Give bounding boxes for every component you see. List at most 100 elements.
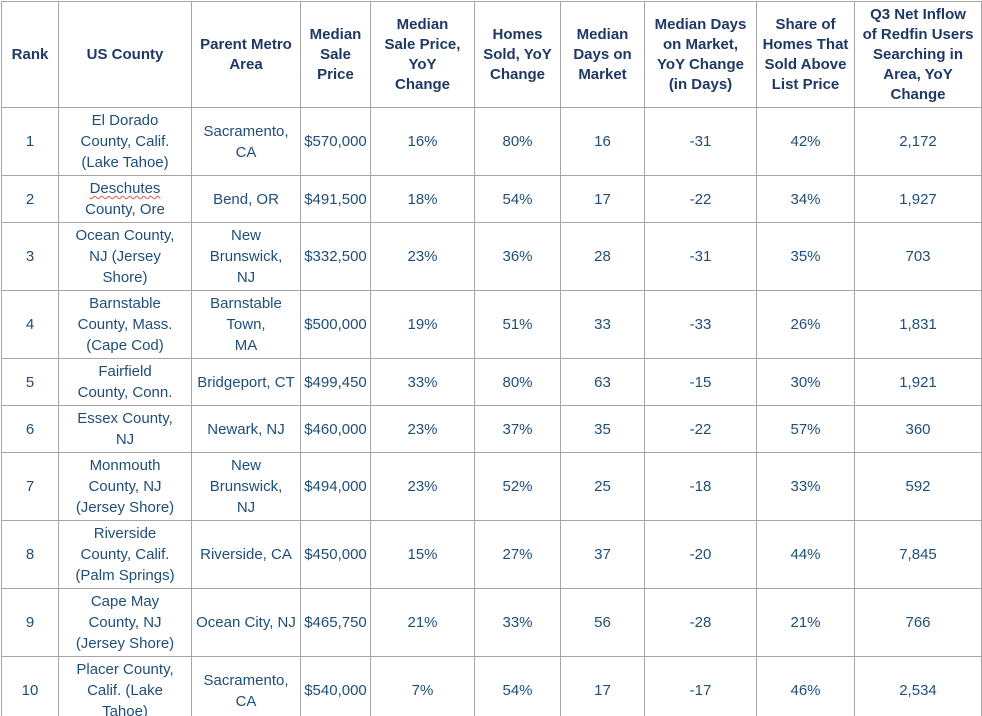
table-row: 2 Deschutes County, Ore Bend, OR $491,500 18… <box>1 175 982 223</box>
cell-price-yoy: 7% <box>370 656 475 716</box>
table-body: 1 El Dorado County, Calif. (Lake Tahoe) Sa… <box>1 107 982 716</box>
column-header-sale-price-yoy: Median Sale Price, YoY Change <box>370 1 475 108</box>
cell-metro: Ocean City, NJ <box>191 588 301 657</box>
cell-rank: 4 <box>1 290 59 359</box>
cell-rank: 1 <box>1 107 59 176</box>
column-header-parent-metro-area: Parent Metro Area <box>191 1 301 108</box>
cell-net-inflow: 766 <box>854 588 982 657</box>
cell-sold-above-list: 21% <box>756 588 855 657</box>
table-row: 4 Barnstable County, Mass. (Cape Cod) Barn… <box>1 290 982 359</box>
cell-rank: 2 <box>1 175 59 223</box>
cell-price-yoy: 33% <box>370 358 475 406</box>
column-header-q3-net-inflow: Q3 Net Inflow of Redfin Users Searching … <box>854 1 982 108</box>
cell-rank: 3 <box>1 222 59 291</box>
column-header-median-days-market: Median Days on Market <box>560 1 645 108</box>
table-row: 9 Cape May County, NJ (Jersey Shore) Ocean… <box>1 588 982 657</box>
cell-homes-sold-yoy: 54% <box>474 175 561 223</box>
cell-sold-above-list: 42% <box>756 107 855 176</box>
cell-days-on-market: 28 <box>560 222 645 291</box>
cell-homes-sold-yoy: 80% <box>474 107 561 176</box>
table-row: 6 Essex County, NJ Newark, NJ $460,000 23% 37… <box>1 405 982 453</box>
cell-net-inflow: 1,927 <box>854 175 982 223</box>
cell-days-on-market: 17 <box>560 175 645 223</box>
cell-metro: Sacramento, CA <box>191 656 301 716</box>
cell-metro: New Brunswick, NJ <box>191 222 301 291</box>
cell-county: Ocean County, NJ (Jersey Shore) <box>58 222 192 291</box>
cell-metro: Newark, NJ <box>191 405 301 453</box>
cell-days-on-market: 16 <box>560 107 645 176</box>
table-row: 3 Ocean County, NJ (Jersey Shore) New Brun… <box>1 222 982 291</box>
cell-price: $332,500 <box>300 222 371 291</box>
misspelled-word: Deschutes <box>89 180 161 197</box>
table-row: 1 El Dorado County, Calif. (Lake Tahoe) Sa… <box>1 107 982 176</box>
cell-days-on-market-yoy: -33 <box>644 290 757 359</box>
cell-price: $494,000 <box>300 452 371 521</box>
cell-homes-sold-yoy: 80% <box>474 358 561 406</box>
cell-net-inflow: 360 <box>854 405 982 453</box>
cell-homes-sold-yoy: 27% <box>474 520 561 589</box>
cell-county: Riverside County, Calif. (Palm Springs) <box>58 520 192 589</box>
cell-price-yoy: 23% <box>370 452 475 521</box>
cell-price: $499,450 <box>300 358 371 406</box>
cell-metro: Barnstable Town, MA <box>191 290 301 359</box>
cell-homes-sold-yoy: 37% <box>474 405 561 453</box>
cell-sold-above-list: 30% <box>756 358 855 406</box>
cell-net-inflow: 1,831 <box>854 290 982 359</box>
cell-homes-sold-yoy: 52% <box>474 452 561 521</box>
table-header: Rank US County Parent Metro Area Median … <box>1 1 982 108</box>
table-row: 7 Monmouth County, NJ (Jersey Shore) New B… <box>1 452 982 521</box>
column-header-sold-above-list: Share of Homes That Sold Above List Pric… <box>756 1 855 108</box>
cell-metro: Bridgeport, CT <box>191 358 301 406</box>
cell-price-yoy: 23% <box>370 405 475 453</box>
cell-days-on-market: 37 <box>560 520 645 589</box>
cell-metro: Riverside, CA <box>191 520 301 589</box>
cell-homes-sold-yoy: 54% <box>474 656 561 716</box>
cell-metro: Sacramento, CA <box>191 107 301 176</box>
cell-homes-sold-yoy: 33% <box>474 588 561 657</box>
cell-days-on-market: 33 <box>560 290 645 359</box>
cell-homes-sold-yoy: 51% <box>474 290 561 359</box>
cell-sold-above-list: 57% <box>756 405 855 453</box>
cell-county: El Dorado County, Calif. (Lake Tahoe) <box>58 107 192 176</box>
cell-sold-above-list: 33% <box>756 452 855 521</box>
cell-days-on-market: 63 <box>560 358 645 406</box>
cell-net-inflow: 703 <box>854 222 982 291</box>
cell-price-yoy: 19% <box>370 290 475 359</box>
cell-sold-above-list: 26% <box>756 290 855 359</box>
cell-days-on-market-yoy: -22 <box>644 175 757 223</box>
column-header-homes-sold-yoy: Homes Sold, YoY Change <box>474 1 561 108</box>
cell-days-on-market-yoy: -20 <box>644 520 757 589</box>
cell-net-inflow: 1,921 <box>854 358 982 406</box>
cell-metro: New Brunswick, NJ <box>191 452 301 521</box>
cell-net-inflow: 7,845 <box>854 520 982 589</box>
cell-sold-above-list: 46% <box>756 656 855 716</box>
cell-county-rest: County, Ore <box>85 201 165 218</box>
cell-days-on-market-yoy: -31 <box>644 107 757 176</box>
cell-days-on-market: 35 <box>560 405 645 453</box>
cell-price: $491,500 <box>300 175 371 223</box>
cell-homes-sold-yoy: 36% <box>474 222 561 291</box>
cell-county: Placer County, Calif. (Lake Tahoe) <box>58 656 192 716</box>
cell-rank: 7 <box>1 452 59 521</box>
column-header-us-county: US County <box>58 1 192 108</box>
cell-sold-above-list: 34% <box>756 175 855 223</box>
cell-rank: 6 <box>1 405 59 453</box>
cell-rank: 8 <box>1 520 59 589</box>
cell-price: $450,000 <box>300 520 371 589</box>
cell-county: Fairfield County, Conn. <box>58 358 192 406</box>
cell-county: Deschutes County, Ore <box>58 175 192 223</box>
cell-price-yoy: 23% <box>370 222 475 291</box>
column-header-median-sale-price: Median Sale Price <box>300 1 371 108</box>
header-row: Rank US County Parent Metro Area Median … <box>1 1 982 108</box>
cell-days-on-market: 56 <box>560 588 645 657</box>
cell-days-on-market-yoy: -18 <box>644 452 757 521</box>
cell-net-inflow: 592 <box>854 452 982 521</box>
cell-county: Cape May County, NJ (Jersey Shore) <box>58 588 192 657</box>
cell-county: Barnstable County, Mass. (Cape Cod) <box>58 290 192 359</box>
cell-price-yoy: 21% <box>370 588 475 657</box>
cell-rank: 10 <box>1 656 59 716</box>
table-row: 5 Fairfield County, Conn. Bridgeport, CT $4… <box>1 358 982 406</box>
cell-price-yoy: 16% <box>370 107 475 176</box>
cell-rank: 9 <box>1 588 59 657</box>
